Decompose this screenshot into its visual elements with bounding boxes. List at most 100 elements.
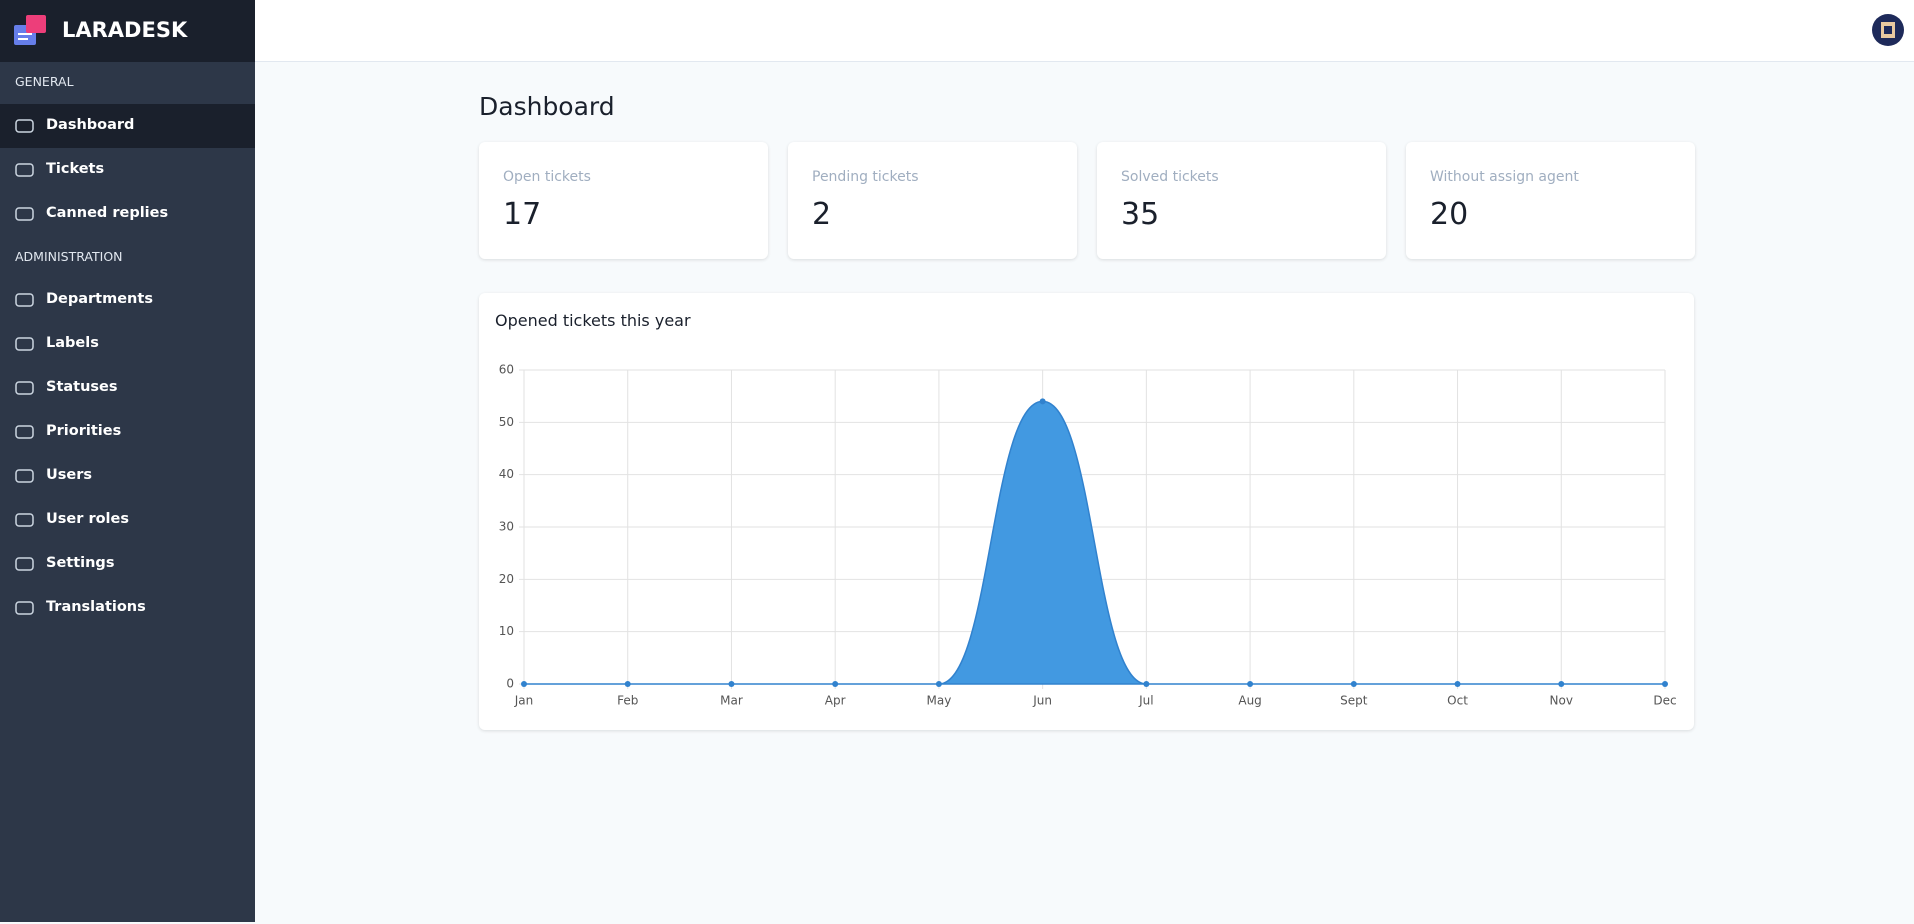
stat-label: Solved tickets xyxy=(1121,169,1219,185)
stat-label: Without assign agent xyxy=(1430,169,1579,185)
point xyxy=(1454,681,1461,687)
nav-icon xyxy=(15,163,34,177)
page-title: Dashboard xyxy=(479,92,615,121)
nav-label: Tickets xyxy=(46,161,105,177)
top-bar xyxy=(255,0,1914,62)
x-tick-label: May xyxy=(927,694,952,708)
sidebar: LARADESK GENERAL Dashboard Tickets Canned r… xyxy=(0,0,255,922)
icon-shape xyxy=(15,163,34,177)
nav-item[interactable]: Statuses xyxy=(0,366,255,410)
point xyxy=(1039,398,1046,405)
y-tick-label: 60 xyxy=(499,363,514,377)
icon-shape xyxy=(15,293,34,307)
y-tick-label: 40 xyxy=(499,467,514,481)
point xyxy=(1143,681,1150,687)
point xyxy=(521,681,527,687)
nav-icon xyxy=(15,513,34,527)
nav-item[interactable]: Dashboard xyxy=(0,104,255,148)
nav-item[interactable]: Priorities xyxy=(0,410,255,454)
x-tick-label: Apr xyxy=(825,694,846,708)
icon-shape xyxy=(15,337,34,351)
icon-shape xyxy=(15,469,34,483)
stat-label: Pending tickets xyxy=(812,169,919,185)
point xyxy=(935,681,942,687)
x-tick-label: Feb xyxy=(617,694,638,708)
nav-item[interactable]: Labels xyxy=(0,322,255,366)
stat-label: Open tickets xyxy=(503,169,591,185)
nav-item[interactable]: Departments xyxy=(0,278,255,322)
y-tick-label: 50 xyxy=(499,415,514,429)
y-tick-label: 10 xyxy=(499,624,514,638)
icon-shape xyxy=(15,601,34,615)
nav-label: Statuses xyxy=(46,379,118,395)
brand: LARADESK xyxy=(62,18,188,42)
x-tick-label: Sept xyxy=(1340,694,1368,708)
icon-shape xyxy=(15,119,34,133)
point xyxy=(1558,681,1565,687)
chart: 0 10 20 30 40 50 60 Jan Feb Mar Apr May Jun Jul Aug Sep… xyxy=(499,363,1677,708)
stat-card: Open tickets 17 xyxy=(479,142,768,259)
nav-label: Labels xyxy=(46,335,99,351)
nav-label: Settings xyxy=(46,555,115,571)
x-tick-label: Jul xyxy=(1138,694,1153,708)
chart-card: Opened tickets this year 0 10 20 30 40 50 60 Ja… xyxy=(479,293,1694,730)
y-tick-label: 20 xyxy=(499,572,514,586)
x-tick-label: Oct xyxy=(1447,694,1468,708)
nav-label: Canned replies xyxy=(46,205,169,221)
chart-title: Opened tickets this year xyxy=(495,311,691,330)
icon-shape xyxy=(15,513,34,527)
stat-card: Solved tickets 35 xyxy=(1097,142,1386,259)
x-tick-label: Jun xyxy=(1032,694,1052,708)
nav-label: User roles xyxy=(46,511,129,527)
stat-value: 35 xyxy=(1121,197,1160,232)
nav-label: Departments xyxy=(46,291,153,307)
logo-bar: LARADESK xyxy=(0,0,255,62)
nav-icon xyxy=(15,119,34,133)
nav-icon xyxy=(15,601,34,615)
x-tick-label: Jan xyxy=(514,694,534,708)
stat-value: 17 xyxy=(503,197,542,232)
point xyxy=(1350,681,1357,687)
x-tick-label: Nov xyxy=(1550,694,1573,708)
avatar[interactable] xyxy=(1872,14,1904,46)
icon-shape xyxy=(15,425,34,439)
stat-value: 2 xyxy=(812,197,832,232)
section-title: GENERAL xyxy=(15,74,74,89)
point xyxy=(1662,681,1668,687)
nav-item[interactable]: Translations xyxy=(0,586,255,630)
icon-shape xyxy=(15,557,34,571)
nav-label: Users xyxy=(46,467,93,483)
point xyxy=(1247,681,1254,687)
stat-card: Without assign agent 20 xyxy=(1406,142,1695,259)
point xyxy=(832,681,839,687)
nav-icon xyxy=(15,337,34,351)
x-tick-label: Dec xyxy=(1653,694,1676,708)
nav-label: Dashboard xyxy=(46,117,135,133)
nav-item[interactable]: Settings xyxy=(0,542,255,586)
nav-icon xyxy=(15,207,34,221)
y-tick-label: 0 xyxy=(506,677,514,691)
nav-item[interactable]: Canned replies xyxy=(0,192,255,236)
x-tick-label: Mar xyxy=(720,694,743,708)
y-tick-label: 30 xyxy=(499,520,514,534)
nav-item[interactable]: Users xyxy=(0,454,255,498)
x-tick-label: Aug xyxy=(1238,694,1261,708)
nav-icon xyxy=(15,557,34,571)
logo-icon xyxy=(14,15,46,45)
nav-label: Priorities xyxy=(46,423,122,439)
point xyxy=(624,681,631,687)
nav-icon xyxy=(15,469,34,483)
nav-icon xyxy=(15,293,34,307)
stat-card: Pending tickets 2 xyxy=(788,142,1077,259)
nav-icon xyxy=(15,381,34,395)
nav-item[interactable]: Tickets xyxy=(0,148,255,192)
nav-icon xyxy=(15,425,34,439)
nav-item[interactable]: User roles xyxy=(0,498,255,542)
nav-label: Translations xyxy=(46,599,146,615)
icon-shape xyxy=(15,381,34,395)
area xyxy=(524,400,1665,685)
section-title: ADMINISTRATION xyxy=(15,249,123,264)
point xyxy=(728,681,735,687)
icon-shape xyxy=(15,207,34,221)
